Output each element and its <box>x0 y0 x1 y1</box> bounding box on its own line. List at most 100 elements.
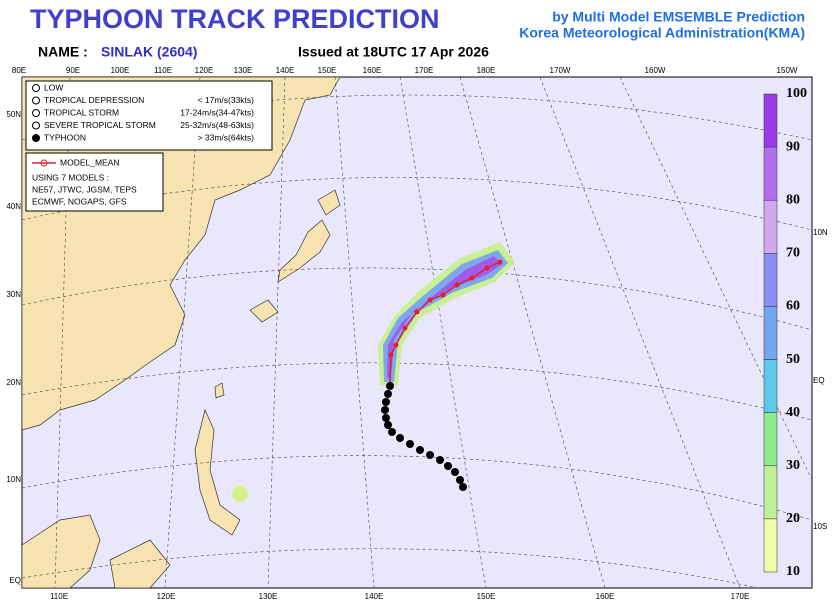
legend-box <box>25 80 273 151</box>
colorbar-label: 40 <box>786 405 800 420</box>
grid-line <box>619 77 812 481</box>
models: ECMWF, NOGAPS, GFS <box>32 196 127 206</box>
axis-labels: 80E 90E 100E 110E 120E 130E 140E 150E 160E 170E 18… <box>6 66 828 601</box>
typhoon-name: SINLAK (2604) <box>101 44 197 60</box>
grid-line <box>399 77 487 588</box>
track-point <box>382 414 390 422</box>
colorbar-segment <box>763 93 778 148</box>
track <box>381 259 503 491</box>
mean-point <box>414 309 420 315</box>
colorbar-label: 90 <box>786 139 800 154</box>
lon-label: 160E <box>596 592 615 601</box>
colorbar-label: 30 <box>786 458 800 473</box>
lon-label: 170E <box>415 66 434 75</box>
grid-line <box>267 77 286 588</box>
lat-label: EQ <box>813 376 825 385</box>
track-point <box>384 421 392 429</box>
colorbar-segment <box>763 359 778 413</box>
track-point <box>436 456 444 464</box>
land <box>22 514 101 588</box>
legend-symbol <box>32 121 40 130</box>
lon-label: 100E <box>111 66 130 75</box>
lat-label: 50N <box>6 110 21 119</box>
track-point <box>416 446 424 454</box>
colorbar-label: 80 <box>786 192 800 207</box>
land <box>214 382 225 399</box>
legend-symbol <box>32 134 40 142</box>
colorbar-label: 10 <box>786 564 800 579</box>
mean-point <box>388 352 394 358</box>
lat-label: EQ <box>9 576 21 585</box>
lon-label: 110E <box>154 66 172 75</box>
mean-point <box>469 275 475 281</box>
track-point <box>426 451 434 459</box>
lon-label: 150E <box>477 592 496 601</box>
mean-point <box>427 297 433 303</box>
grid-line <box>22 267 812 331</box>
grid-line <box>539 77 741 588</box>
lat-label: 10N <box>813 228 828 237</box>
colorbar-label: 70 <box>786 246 800 261</box>
track-point <box>459 483 467 491</box>
legend-label: TYPHOON <box>44 132 86 142</box>
legend-symbol <box>32 84 40 92</box>
lat-label: 10N <box>6 475 21 484</box>
source: Korea Meteorological Administration(KMA) <box>519 25 805 41</box>
mean-point <box>402 325 408 331</box>
grid-line <box>22 548 761 588</box>
track-point <box>406 440 414 448</box>
lon-label: 130E <box>234 66 253 75</box>
colorbar-segment <box>763 465 778 520</box>
colorbar-label: 100 <box>786 86 807 101</box>
track-point <box>456 476 464 484</box>
grid-line <box>334 77 375 588</box>
mean-point <box>454 282 460 288</box>
legend-label: MODEL_MEAN <box>60 157 120 167</box>
legend-symbol <box>32 109 40 117</box>
colorbar-segment <box>763 146 778 201</box>
land <box>249 299 279 323</box>
mean-point <box>484 265 490 271</box>
issued: Issued at 18UTC 17 Apr 2026 <box>298 44 489 60</box>
legend-range: < 17m/s(33kts) <box>198 95 255 105</box>
map <box>21 76 813 589</box>
colorbar-segment <box>763 518 778 573</box>
lon-label: 140E <box>276 66 295 75</box>
legend: LOW TROPICAL DEPRESSION < 17m/s(33kts) TROP… <box>25 80 273 212</box>
legend-range: > 33m/s(64kts) <box>198 132 255 142</box>
land <box>317 189 341 216</box>
grid-line <box>459 77 606 588</box>
legend-symbol <box>32 96 40 105</box>
lon-label: 130E <box>259 592 278 601</box>
mean-point <box>497 259 503 265</box>
lon-label: 150E <box>318 66 337 75</box>
lon-label: 170E <box>731 592 750 601</box>
lat-label: 10S <box>813 522 827 531</box>
legend-label: TROPICAL DEPRESSION <box>44 95 144 105</box>
track-point <box>382 398 390 406</box>
track-point <box>444 462 452 470</box>
land <box>194 408 241 536</box>
lat-label: 30N <box>6 290 21 299</box>
title: TYPHOON TRACK PREDICTION <box>30 4 440 34</box>
colorbar-segment <box>763 199 778 254</box>
legend-range: 25-32m/s(48-63kts) <box>180 120 254 130</box>
lon-label: 180E <box>477 66 496 75</box>
track-point <box>384 390 392 398</box>
grid-line <box>22 362 812 421</box>
mean-point <box>393 342 399 348</box>
track-point <box>396 434 404 442</box>
legend-label: LOW <box>44 82 63 92</box>
source: by Multi Model EMSEMBLE Prediction <box>552 9 805 25</box>
grid-line <box>164 77 201 588</box>
colorbar: 100 90 80 70 60 50 40 30 20 10 <box>763 86 807 579</box>
lon-label: 160E <box>363 66 382 75</box>
colorbar-label: 50 <box>786 352 800 367</box>
lon-label: 150W <box>777 66 798 75</box>
lon-label: 90E <box>66 66 80 75</box>
name-label: NAME : <box>38 44 88 60</box>
mean-point <box>440 292 446 298</box>
legend-symbol <box>40 159 48 167</box>
lon-label: 120E <box>157 592 176 601</box>
